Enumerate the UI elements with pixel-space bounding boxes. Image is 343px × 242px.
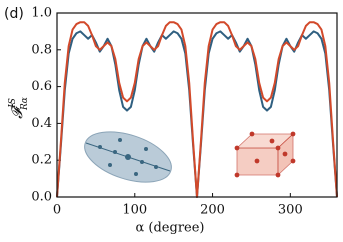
y-tick-label: 0.6 — [31, 79, 52, 94]
inset-crystal — [234, 131, 296, 178]
y-tick-label: 0.0 — [31, 190, 52, 205]
y-label-sub: Rα — [20, 97, 30, 111]
x-tick-label: 0 — [53, 203, 61, 218]
y-tick-label: 1.0 — [31, 6, 52, 21]
x-tick-label: 200 — [200, 203, 225, 218]
x-tick-label: 100 — [122, 203, 147, 218]
y-tick-label: 0.2 — [31, 153, 52, 168]
plot-frame — [56, 12, 338, 198]
series-line — [56, 30, 338, 198]
y-tick-label: 0.8 — [31, 42, 52, 57]
y-label-sup: IS — [8, 98, 18, 109]
inset-molecule — [84, 131, 172, 183]
panel-label: (d) — [4, 6, 24, 22]
x-tick-label: 300 — [278, 203, 303, 218]
series-line — [56, 21, 338, 198]
y-axis-label: 𝓕IS Rα — [8, 97, 30, 119]
x-axis-label: α (degree) — [136, 221, 205, 236]
y-tick-label: 0.4 — [31, 116, 52, 131]
